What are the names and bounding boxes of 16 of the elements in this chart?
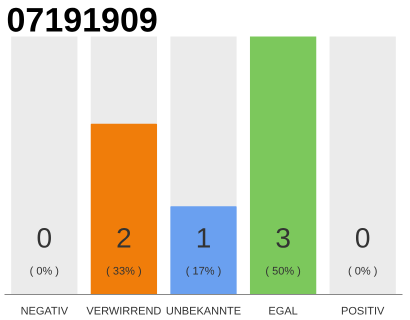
data-label: ( 17% ) bbox=[186, 265, 222, 278]
x-tick-label: NEGATIV bbox=[20, 306, 69, 318]
annotation: 1 bbox=[196, 222, 212, 254]
data-label: ( 0% ) bbox=[348, 265, 378, 278]
x-tick-label: UNBEKANNTE bbox=[166, 306, 242, 318]
chart-title: 07191909 bbox=[6, 2, 158, 40]
data-label: ( 0% ) bbox=[30, 265, 59, 278]
annotation: 2 bbox=[116, 222, 132, 254]
x-tick-label: VERWIRREND bbox=[86, 306, 162, 318]
annotation: 0 bbox=[354, 222, 370, 254]
data-label: ( 33% ) bbox=[106, 265, 142, 278]
x-tick-label: EGAL bbox=[268, 306, 298, 318]
annotation: 0 bbox=[36, 222, 52, 254]
x-tick-label: POSITIV bbox=[341, 306, 386, 318]
annotation: 3 bbox=[275, 222, 291, 254]
data-label: ( 50% ) bbox=[265, 265, 301, 278]
